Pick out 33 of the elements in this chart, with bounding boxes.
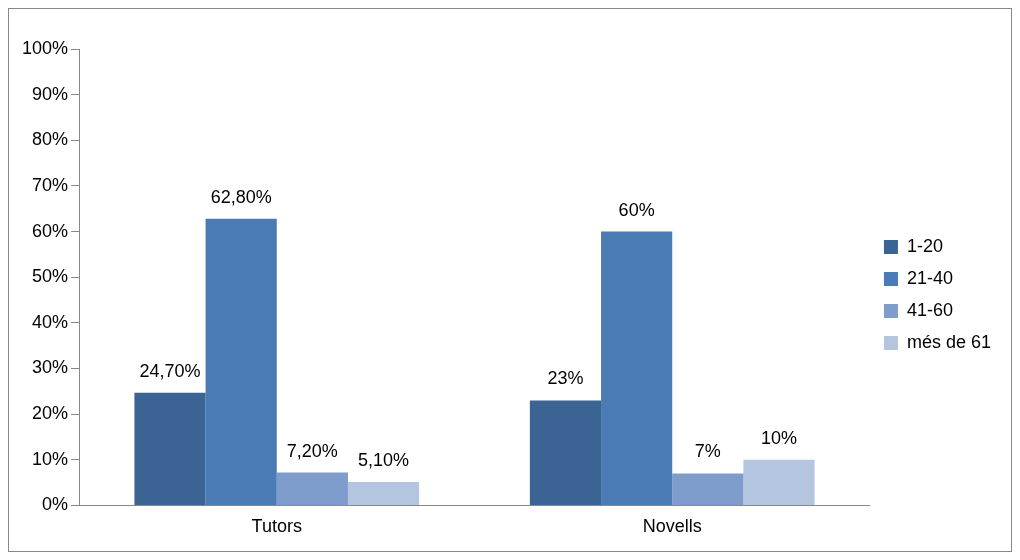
data-label: 60% (618, 199, 655, 220)
bar (134, 392, 206, 505)
y-tick-label: 0% (42, 494, 69, 515)
legend-label: 21-40 (906, 267, 953, 288)
data-label: 24,70% (139, 360, 201, 381)
y-tick-label: 50% (32, 266, 69, 287)
y-tick-label: 60% (32, 220, 69, 241)
x-tick-label: Novells (642, 516, 702, 537)
bar (601, 231, 673, 505)
y-tick-label: 40% (32, 311, 69, 332)
x-tick-label: Tutors (251, 516, 302, 537)
data-label: 23% (547, 368, 584, 389)
data-label: 5,10% (358, 450, 410, 471)
data-label: 10% (760, 427, 798, 448)
y-tick-label: 100% (21, 37, 69, 58)
bar (672, 473, 744, 505)
bar (347, 482, 420, 505)
data-label: 7% (694, 441, 721, 462)
legend-label: 1-20 (906, 235, 943, 256)
data-label: 7,20% (286, 440, 338, 461)
bar (743, 459, 815, 505)
legend-label: més de 61 (906, 331, 992, 352)
y-tick-label: 90% (32, 83, 69, 104)
y-tick-label: 30% (32, 357, 69, 378)
bar (276, 472, 348, 505)
legend-label: 41-60 (906, 299, 953, 320)
y-tick-label: 80% (32, 129, 69, 150)
bar (205, 218, 277, 505)
data-label: 62,80% (210, 186, 272, 207)
y-tick-label: 70% (32, 174, 69, 195)
y-tick-label: 10% (32, 448, 69, 469)
bar (529, 400, 602, 505)
y-tick-label: 20% (32, 403, 69, 424)
